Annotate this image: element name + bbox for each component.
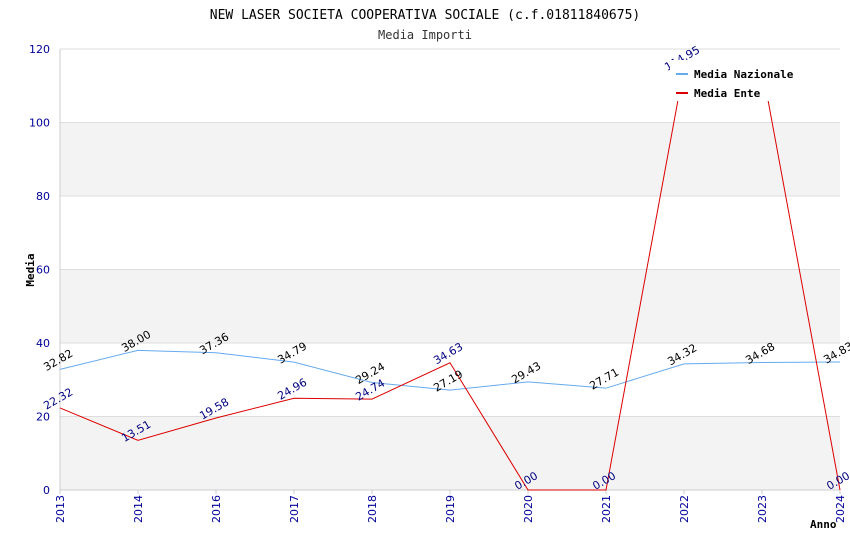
x-tick-label: 2021 [600, 495, 613, 523]
y-tick-label: 40 [36, 337, 50, 350]
y-axis-label: Media [24, 253, 37, 286]
chart-band [60, 416, 840, 490]
y-tick-label: 20 [36, 411, 50, 424]
x-axis-ticks: 2013 2014 2016 2017 2018 2019 2020 2021 2022 2023… [54, 490, 847, 523]
chart-band [60, 196, 840, 270]
x-tick-label: 2016 [210, 495, 223, 523]
y-axis-ticks: 0 20 40 60 80 100 120 [29, 43, 50, 497]
x-tick-label: 2022 [678, 495, 691, 523]
chart-title: NEW LASER SOCIETA COOPERATIVA SOCIALE (c… [210, 8, 640, 23]
x-tick-label: 2014 [132, 495, 145, 523]
legend-entry: Media Nazionale [694, 68, 794, 81]
chart-band [60, 343, 840, 417]
y-tick-label: 100 [29, 117, 50, 130]
x-axis-label: Anno [810, 518, 837, 531]
y-tick-label: 80 [36, 190, 50, 203]
legend-box [670, 60, 810, 101]
y-tick-label: 120 [29, 43, 50, 56]
x-tick-label: 2020 [522, 495, 535, 523]
x-tick-label: 2018 [366, 495, 379, 523]
x-tick-label: 2019 [444, 495, 457, 523]
y-tick-label: 60 [36, 264, 50, 277]
legend-entry: Media Ente [694, 87, 761, 100]
y-tick-label: 0 [43, 484, 50, 497]
chart-subtitle: Media Importi [378, 28, 472, 42]
chart-band [60, 269, 840, 343]
x-tick-label: 2017 [288, 495, 301, 523]
chart-band [60, 122, 840, 196]
x-tick-label: 2023 [756, 495, 769, 523]
series-line-media-nazionale [59, 349, 841, 391]
x-tick-label: 2013 [54, 495, 67, 523]
x-tick-label: 2024 [834, 495, 847, 523]
chart-legend: Media Nazionale Media Ente [670, 60, 810, 101]
